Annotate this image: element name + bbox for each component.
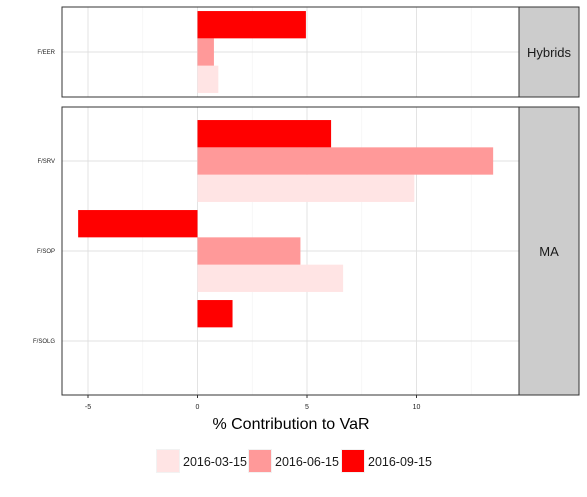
y-tick-label: F/SRV: [37, 159, 55, 165]
legend-key: [342, 450, 364, 472]
x-tick-label: 0: [196, 404, 200, 411]
facet-strip-label: Hybrids: [527, 45, 572, 60]
facet-strip: [518, 106, 580, 396]
x-tick-label: 5: [305, 404, 309, 411]
bar: [197, 120, 332, 148]
bar: [197, 147, 494, 175]
facet-strip: [518, 6, 580, 98]
legend-label: 2016-03-15: [183, 455, 247, 469]
bar: [197, 11, 306, 39]
bar: [78, 210, 198, 238]
legend-label: 2016-09-15: [368, 455, 432, 469]
bar: [197, 264, 344, 292]
legend-label: 2016-06-15: [275, 455, 339, 469]
y-tick-label: F/EER: [37, 50, 55, 56]
facet-strip-label: MA: [539, 244, 559, 259]
x-axis: -5 0 5 10: [85, 395, 421, 411]
panel-hybrids: F/EER Hybrids: [37, 6, 580, 98]
bar: [197, 237, 301, 265]
legend-key: [249, 450, 271, 472]
x-tick-label: 10: [413, 404, 421, 411]
panel-ma: F/SRV F/SOP F/SOLG MA: [33, 106, 580, 396]
legend: 2016-03-15 2016-06-15 2016-09-15: [156, 449, 432, 473]
y-tick-label: F/SOP: [37, 249, 55, 255]
bar: [197, 300, 233, 328]
legend-key: [157, 450, 179, 472]
x-axis-title: % Contribution to VaR: [212, 416, 369, 433]
y-tick-label: F/SOLG: [33, 339, 55, 345]
bar: [197, 174, 415, 202]
bar: [197, 38, 214, 66]
x-tick-label: -5: [85, 404, 91, 411]
bar: [197, 65, 219, 93]
facet-panels: F/EER Hybrids F/SRV F/SOP F/SOLG MA: [33, 6, 580, 396]
